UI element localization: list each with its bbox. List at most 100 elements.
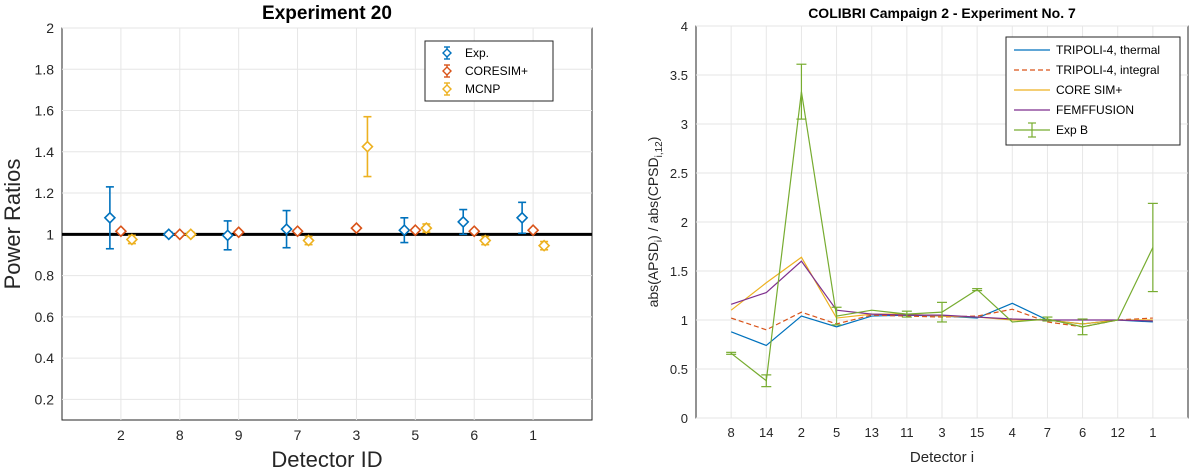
y-tick-label: 1: [681, 313, 688, 328]
x-tick-label: 3: [938, 425, 945, 440]
data-point: [221, 229, 234, 242]
x-tick-label: 5: [833, 425, 840, 440]
series-exp-: [103, 186, 529, 251]
series-coresim-: [114, 221, 540, 241]
x-tick-label: 1: [529, 427, 537, 443]
data-point: [398, 224, 411, 237]
y-tick-label: 3: [681, 117, 688, 132]
x-tick-label: 8: [728, 425, 735, 440]
data-point: [280, 223, 293, 236]
data-point: [468, 225, 481, 238]
x-tick-labels: 2 8 9 7 3 5 6 1: [117, 427, 537, 443]
series-group: [726, 63, 1158, 388]
data-point: [479, 234, 492, 247]
y-tick-label: 0: [681, 411, 688, 426]
legend: TRIPOLI-4, thermal TRIPOLI-4, integral COR…: [1005, 36, 1181, 146]
legend-box: [1005, 36, 1181, 146]
x-axis-label: Detector ID: [271, 447, 382, 472]
legend-label: CORE SIM+: [1056, 83, 1122, 97]
data-point: [114, 225, 128, 238]
y-label-sub-1: i: [654, 240, 665, 242]
x-tick-label: 6: [470, 427, 478, 443]
data-point: [409, 224, 422, 237]
data-point: [184, 228, 197, 241]
data-point: [420, 221, 433, 235]
y-axis-label: abs(APSDi) / abs(CPSDi,12): [645, 137, 665, 308]
legend-label: TRIPOLI-4, integral: [1056, 63, 1159, 77]
y-label-part-3: ): [645, 137, 661, 142]
chart-colibri-campaign-2: 0 0.5 1 1.5 2 2.5 3 3.5 4 8 14 2 5 13 11 3 15 4 7 6 12 1 COL…: [645, 5, 1189, 466]
y-tick-label: 2.5: [670, 166, 688, 181]
data-point: [515, 211, 529, 224]
data-point: [291, 225, 304, 238]
x-tick-label: 11: [900, 425, 914, 440]
x-tick-label: 5: [411, 427, 419, 443]
x-tick-label: 3: [353, 427, 361, 443]
y-tick-labels: 0 0.5 1 1.5 2 2.5 3 3.5 4: [670, 19, 688, 426]
y-tick-label: 1.4: [35, 144, 55, 160]
y-tick-labels: 0.2 0.4 0.6 0.8 1 1.2 1.4 1.6 1.8 2: [35, 20, 55, 407]
chart-experiment-20: 0.2 0.4 0.6 0.8 1 1.2 1.4 1.6 1.8 2 2 8 9 7 3 5 6 1 Expe…: [0, 3, 593, 472]
x-tick-label: 1: [1149, 425, 1156, 440]
data-point: [173, 228, 186, 241]
y-tick-label: 4: [681, 19, 688, 34]
series-group: [103, 115, 551, 252]
y-tick-label: 2: [681, 215, 688, 230]
legend-marker: [442, 84, 452, 94]
y-tick-label: 0.6: [35, 309, 55, 325]
y-tick-label: 1: [46, 226, 54, 242]
x-tick-label: 14: [759, 425, 773, 440]
data-point: [302, 234, 315, 247]
x-tick-label: 2: [117, 427, 125, 443]
data-point: [526, 224, 540, 237]
legend-label: MCNP: [465, 82, 500, 96]
legend-label: Exp.: [465, 46, 489, 60]
series-mcnp: [125, 115, 551, 252]
legend-label: CORESIM+: [465, 64, 528, 78]
y-tick-label: 1.5: [670, 264, 688, 279]
legend-label: FEMFFUSION: [1056, 103, 1134, 117]
series-exp-b: [726, 63, 1158, 388]
x-axis-label: Detector i: [910, 449, 974, 466]
y-label-sub-2: i,12: [654, 141, 665, 158]
x-tick-label: 2: [798, 425, 805, 440]
legend-marker: [442, 48, 452, 58]
y-tick-label: 0.2: [35, 391, 55, 407]
x-tick-label: 7: [1044, 425, 1051, 440]
y-tick-label: 1.8: [35, 61, 55, 77]
y-label-part-1: abs(APSD: [645, 242, 661, 307]
x-tick-label: 12: [1110, 425, 1124, 440]
y-tick-label: 2: [46, 20, 54, 36]
legend-marker: [442, 66, 452, 76]
x-tick-label: 4: [1009, 425, 1016, 440]
y-tick-label: 1.6: [35, 103, 55, 119]
y-tick-label: 0.8: [35, 268, 55, 284]
y-label-part-2: ) / abs(CPSD: [645, 157, 661, 239]
x-tick-labels: 8 14 2 5 13 11 3 15 4 7 6 12 1: [728, 425, 1157, 440]
x-tick-label: 13: [864, 425, 878, 440]
y-axis-label: Power Ratios: [0, 159, 25, 290]
legend: Exp. CORESIM+ MCNP: [424, 40, 554, 102]
data-point: [457, 215, 470, 229]
x-tick-label: 7: [294, 427, 302, 443]
data-point: [125, 233, 139, 246]
x-tick-label: 9: [235, 427, 243, 443]
y-tick-label: 3.5: [670, 68, 688, 83]
legend-label: TRIPOLI-4, thermal: [1056, 43, 1160, 57]
y-tick-label: 0.4: [35, 350, 55, 366]
legend-label: Exp B: [1056, 123, 1088, 137]
data-point: [232, 226, 245, 239]
grid: [62, 27, 592, 420]
x-tick-label: 15: [970, 425, 984, 440]
chart-title: Experiment 20: [262, 3, 392, 24]
data-point: [103, 211, 117, 224]
y-tick-label: 0.5: [670, 362, 688, 377]
data-point: [361, 140, 374, 153]
data-point: [350, 221, 363, 235]
data-point: [162, 228, 175, 241]
x-tick-label: 8: [176, 427, 184, 443]
y-tick-label: 1.2: [35, 185, 55, 201]
data-point: [537, 239, 551, 252]
chart-title: COLIBRI Campaign 2 - Experiment No. 7: [808, 5, 1076, 21]
